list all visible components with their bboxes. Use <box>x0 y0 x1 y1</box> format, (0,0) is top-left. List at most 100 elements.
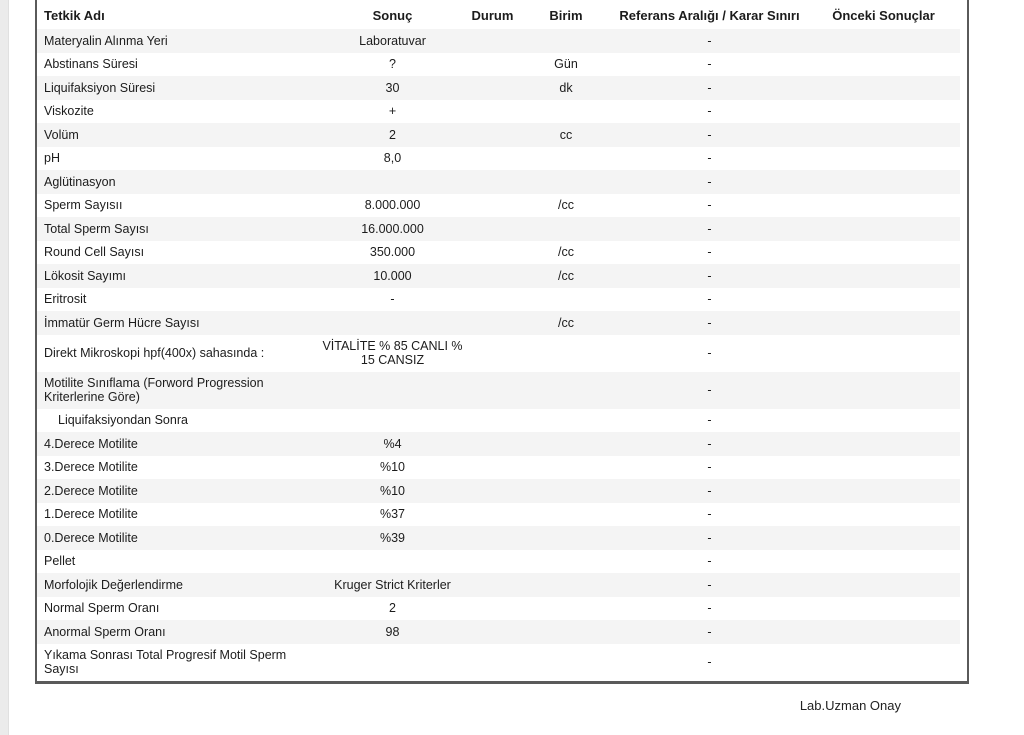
table-row: 1.Derece Motilite %37 - <box>37 503 960 527</box>
table-row: Normal Sperm Oranı 2 - <box>37 597 960 621</box>
table-row: Materyalin Alınma Yeri Laboratuvar - <box>37 29 960 53</box>
reference-cell: - <box>707 33 712 48</box>
previous-cell <box>807 154 960 163</box>
reference-cell: - <box>707 624 712 639</box>
reference-cell: - <box>707 554 712 569</box>
table-row: Volüm 2 cc - <box>37 123 960 147</box>
column-header-reference: Referans Aralığı / Karar Sınırı <box>619 8 800 23</box>
test-name-cell: Eritrosit <box>44 292 87 307</box>
result-cell: 350.000 <box>369 245 416 260</box>
unit-cell <box>520 486 612 495</box>
status-cell <box>465 248 520 257</box>
table-row: Total Sperm Sayısı 16.000.000 - <box>37 217 960 241</box>
status-cell <box>465 295 520 304</box>
result-cell: - <box>390 292 395 307</box>
test-name-cell: Pellet <box>44 554 76 569</box>
previous-cell <box>807 201 960 210</box>
unit-cell <box>520 439 612 448</box>
unit-cell <box>520 658 612 667</box>
result-cell: Kruger Strict Kriterler <box>334 577 451 592</box>
test-name-cell: Anormal Sperm Oranı <box>44 624 166 639</box>
previous-cell <box>807 510 960 519</box>
unit-cell <box>520 295 612 304</box>
page-edge <box>0 0 9 735</box>
unit-cell: /cc <box>558 245 574 260</box>
reference-cell: - <box>707 245 712 260</box>
reference-cell: - <box>707 174 712 189</box>
unit-cell <box>520 107 612 116</box>
reference-cell: - <box>707 151 712 166</box>
table-row: Abstinans Süresi? Gün - <box>37 53 960 77</box>
lab-results-table: Tetkik Adı Sonuç Durum Birim Referans Aralığ… <box>35 0 969 684</box>
result-cell: Laboratuvar <box>359 33 426 48</box>
table-row: 2.Derece Motilite %10 - <box>37 479 960 503</box>
table-row: 4.Derece Motilite %4 - <box>37 432 960 456</box>
status-cell <box>465 486 520 495</box>
unit-cell: /cc <box>558 198 574 213</box>
reference-cell: - <box>707 292 712 307</box>
unit-cell <box>520 416 612 425</box>
previous-cell <box>807 533 960 542</box>
status-cell <box>465 510 520 519</box>
status-cell <box>465 201 520 210</box>
table-header-row: Tetkik Adı Sonuç Durum Birim Referans Aralığ… <box>37 0 960 29</box>
test-name-cell: Abstinans Süresi <box>44 57 138 72</box>
test-name-cell: 0.Derece Motilite <box>44 530 138 545</box>
unit-cell: /cc <box>558 268 574 283</box>
column-header-status: Durum <box>471 8 514 23</box>
unit-cell <box>520 580 612 589</box>
table-row: Motilite Sınıflama (Forword Progression … <box>37 371 960 409</box>
unit-cell <box>520 463 612 472</box>
status-cell <box>465 224 520 233</box>
status-cell <box>465 439 520 448</box>
reference-cell: - <box>707 577 712 592</box>
result-cell: %10 <box>379 483 406 498</box>
unit-cell <box>520 510 612 519</box>
result-cell: 16.000.000 <box>361 221 424 236</box>
result-cell: 8,0 <box>383 151 402 166</box>
reference-cell: - <box>707 383 712 397</box>
test-name-cell: 4.Derece Motilite <box>44 436 138 451</box>
status-cell <box>465 318 520 327</box>
status-cell <box>465 658 520 667</box>
result-cell: ? <box>389 57 396 72</box>
previous-cell <box>807 107 960 116</box>
reference-cell: - <box>707 104 712 119</box>
previous-cell <box>807 627 960 636</box>
result-cell <box>320 318 465 327</box>
table-row: Viskozite + - <box>37 100 960 124</box>
status-cell <box>465 154 520 163</box>
approver-label: Lab.Uzman Onay <box>799 698 901 713</box>
result-cell <box>320 658 465 667</box>
status-cell <box>465 107 520 116</box>
previous-cell <box>807 386 960 395</box>
test-name-cell: İmmatür Germ Hücre Sayısı <box>44 315 200 330</box>
test-name-cell: Normal Sperm Oranı <box>44 601 160 616</box>
status-cell <box>465 177 520 186</box>
status-cell <box>465 416 520 425</box>
table-row: Lökosit Sayımı 10.000/cc - <box>37 264 960 288</box>
unit-cell <box>520 557 612 566</box>
result-cell <box>320 557 465 566</box>
test-name-cell: Direkt Mikroskopi hpf(400x) sahasında : <box>44 346 265 360</box>
column-header-previous: Önceki Sonuçlar <box>832 8 935 23</box>
test-name-cell: Yıkama Sonrası Total Progresif Motil Spe… <box>44 648 287 676</box>
reference-cell: - <box>707 221 712 236</box>
previous-cell <box>807 557 960 566</box>
previous-cell <box>807 83 960 92</box>
previous-cell <box>807 604 960 613</box>
previous-cell <box>807 486 960 495</box>
previous-cell <box>807 130 960 139</box>
result-cell <box>320 416 465 425</box>
unit-cell: Gün <box>554 57 578 72</box>
status-cell <box>465 349 520 358</box>
table-row: 3.Derece Motilite %10 - <box>37 456 960 480</box>
table-row: İmmatür Germ Hücre Sayısı/cc - <box>37 311 960 335</box>
unit-cell <box>520 224 612 233</box>
table-body: Materyalin Alınma Yeri Laboratuvar - Abstin… <box>37 29 967 681</box>
result-cell: 8.000.000 <box>364 198 421 213</box>
table-row: Anormal Sperm Oranı 98 - <box>37 620 960 644</box>
test-name-cell: Total Sperm Sayısı <box>44 221 149 236</box>
result-cell: 98 <box>385 624 400 639</box>
result-cell: 30 <box>385 80 400 95</box>
